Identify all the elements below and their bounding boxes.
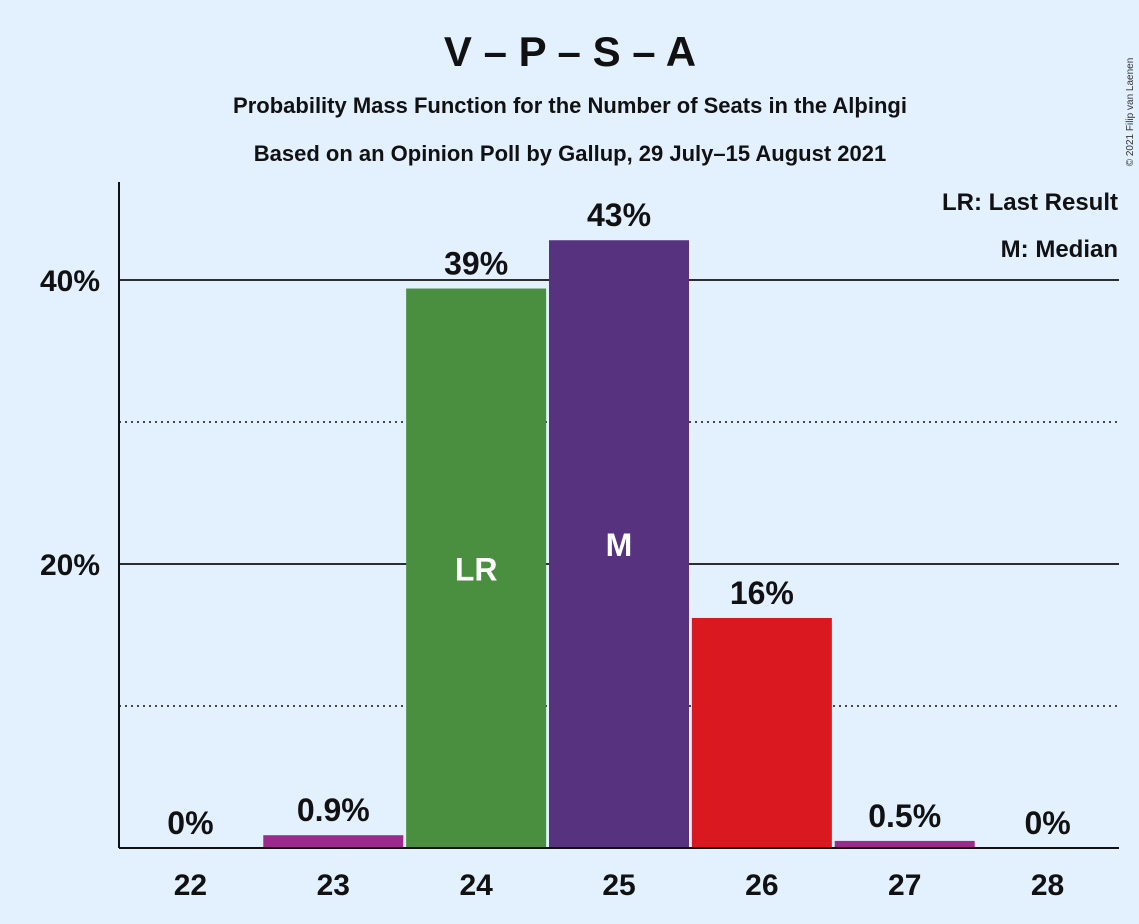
- chart-title: V – P – S – A: [444, 28, 696, 75]
- bar-seats-23: [263, 835, 404, 848]
- value-label-25: 43%: [587, 197, 651, 233]
- bar-marker-m: M: [606, 527, 633, 563]
- bar-seats-27: [834, 840, 975, 848]
- bar-seats-24: [406, 288, 547, 848]
- chart-subtitle-line2: Based on an Opinion Poll by Gallup, 29 J…: [254, 141, 886, 166]
- bar-marker-lr: LR: [455, 551, 498, 587]
- x-tick-label: 22: [174, 869, 207, 902]
- value-label-26: 16%: [730, 575, 794, 611]
- legend-median: M: Median: [1001, 236, 1118, 263]
- labels-group: 20% 40% 0% 22 0.9% 23 39% LR 24 43% M 25 16% 26 0.5% 27…: [40, 197, 1071, 902]
- value-label-24: 39%: [444, 246, 508, 282]
- x-tick-label: 28: [1031, 869, 1064, 902]
- value-label-22: 0%: [167, 805, 213, 841]
- y-tick-label: 20%: [40, 549, 100, 582]
- x-tick-label: 26: [745, 869, 778, 902]
- bar-seats-26: [691, 617, 832, 848]
- y-tick-label: 40%: [40, 265, 100, 298]
- value-label-23: 0.9%: [297, 792, 370, 828]
- copyright-notice: © 2021 Filip van Laenen: [1125, 58, 1136, 167]
- x-tick-label: 25: [602, 869, 635, 902]
- x-tick-label: 23: [317, 869, 350, 902]
- value-label-27: 0.5%: [868, 798, 941, 834]
- x-tick-label: 27: [888, 869, 921, 902]
- bars-group: [263, 240, 975, 849]
- bar-seats-25: [549, 240, 689, 849]
- x-tick-label: 24: [459, 869, 493, 902]
- chart-subtitle-line1: Probability Mass Function for the Number…: [233, 93, 907, 118]
- value-label-28: 0%: [1024, 805, 1070, 841]
- legend-last-result: LR: Last Result: [942, 189, 1118, 216]
